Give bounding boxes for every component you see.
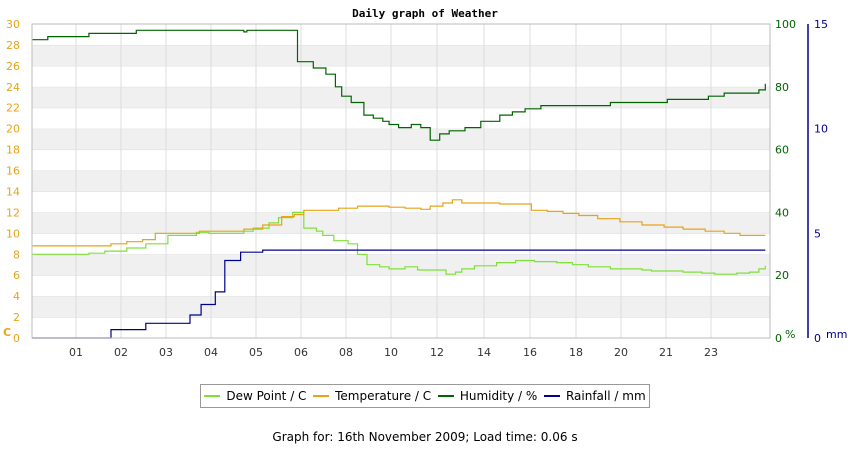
humidity-axis-tick: 0 [775, 332, 782, 345]
rainfall-axis-tick: 0 [814, 332, 821, 345]
grid-band [32, 65, 770, 87]
left-axis-tick: 6 [13, 269, 20, 282]
left-axis-tick: 18 [6, 144, 20, 157]
grid-band [32, 275, 770, 297]
x-tick-label: 05 [249, 346, 263, 359]
left-axis-tick: 24 [6, 81, 20, 94]
humidity-axis-tick: 60 [775, 144, 789, 157]
grid-band [32, 24, 770, 45]
legend-item-humidity: Humidity / % [437, 389, 538, 403]
legend: Dew Point / C Temperature / C Humidity /… [200, 384, 650, 408]
grid-band [32, 191, 770, 213]
series-line-rainfall [32, 249, 766, 339]
series-line-humidity [32, 29, 766, 141]
series-line-temperature [32, 199, 766, 247]
humidity-axis-unit: % [785, 328, 795, 341]
grid-band [32, 254, 770, 276]
left-axis-tick: 28 [6, 39, 20, 52]
plot-background [32, 23, 770, 338]
grid-band [32, 296, 770, 318]
grid-band [32, 170, 770, 192]
x-tick-label: 01 [69, 346, 83, 359]
humidity-axis-tick: 40 [775, 206, 789, 219]
left-axis-tick: 10 [6, 227, 20, 240]
legend-item-dew-point: Dew Point / C [204, 389, 306, 403]
x-tick-label: 08 [339, 346, 353, 359]
grid-band [32, 44, 770, 66]
left-axis-tick: 2 [13, 311, 20, 324]
humidity-axis-tick: 100 [775, 18, 796, 31]
left-axis-tick: 16 [6, 165, 20, 178]
x-tick-label: 12 [430, 346, 444, 359]
vertical-grid [75, 24, 712, 338]
left-axis-tick: 12 [6, 206, 20, 219]
grid-band [32, 86, 770, 108]
x-tick-label: 23 [704, 346, 718, 359]
grid-band [32, 317, 770, 338]
x-tick-label: 10 [384, 346, 398, 359]
x-tick-label: 04 [204, 346, 218, 359]
legend-label-temperature: Temperature / C [335, 389, 432, 403]
legend-swatch-humidity [437, 395, 454, 397]
left-axis-tick: 30 [6, 18, 20, 31]
left-axis-unit: C [3, 326, 11, 339]
x-tick-label: 20 [614, 346, 628, 359]
x-tick-label: 16 [523, 346, 537, 359]
x-tick-label: 14 [477, 346, 491, 359]
left-axis-tick: 22 [6, 102, 20, 115]
humidity-axis-tick: 20 [775, 269, 789, 282]
legend-label-dew-point: Dew Point / C [226, 389, 307, 403]
weather-chart: Daily graph of Weather 01 02 03 04 05 06 08 10 1… [3, 7, 847, 359]
x-tick-label: 02 [114, 346, 128, 359]
x-tick-label: 03 [159, 346, 173, 359]
series-line-dew [32, 211, 766, 275]
left-axis-tick: 26 [6, 60, 20, 73]
axes-layer: 01 02 03 04 05 06 08 10 12 14 16 18 20 21 230246810121… [3, 18, 847, 359]
legend-swatch-temperature [313, 395, 330, 397]
grid-band [32, 212, 770, 234]
rainfall-axis-unit: mm [826, 328, 847, 341]
rainfall-axis-tick: 10 [814, 123, 828, 136]
grid-band [32, 233, 770, 255]
left-axis-tick: 20 [6, 123, 20, 136]
left-axis-tick: 8 [13, 248, 20, 261]
rainfall-axis-tick: 15 [814, 18, 828, 31]
left-axis-tick: 14 [6, 185, 20, 198]
plot-border [31, 23, 771, 339]
chart-title: Daily graph of Weather [352, 7, 498, 20]
legend-label-humidity: Humidity / % [459, 389, 538, 403]
grid-band [32, 107, 770, 129]
legend-label-rainfall: Rainfall / mm [565, 389, 646, 403]
left-axis-tick: 4 [13, 290, 20, 303]
humidity-axis-tick: 80 [775, 81, 789, 94]
left-axis-tick: 0 [13, 332, 20, 345]
grid-band [32, 128, 770, 150]
series-layer [32, 29, 766, 339]
x-tick-label: 21 [659, 346, 673, 359]
footer-text: Graph for: 16th November 2009; Load time… [272, 430, 578, 444]
legend-swatch-dew-point [204, 395, 221, 397]
x-tick-label: 18 [569, 346, 583, 359]
legend-item-rainfall: Rainfall / mm [543, 389, 646, 403]
grid-band [32, 149, 770, 171]
x-tick-label: 06 [294, 346, 308, 359]
legend-swatch-rainfall [543, 395, 560, 397]
legend-item-temperature: Temperature / C [313, 389, 431, 403]
rainfall-axis-tick: 5 [814, 227, 821, 240]
